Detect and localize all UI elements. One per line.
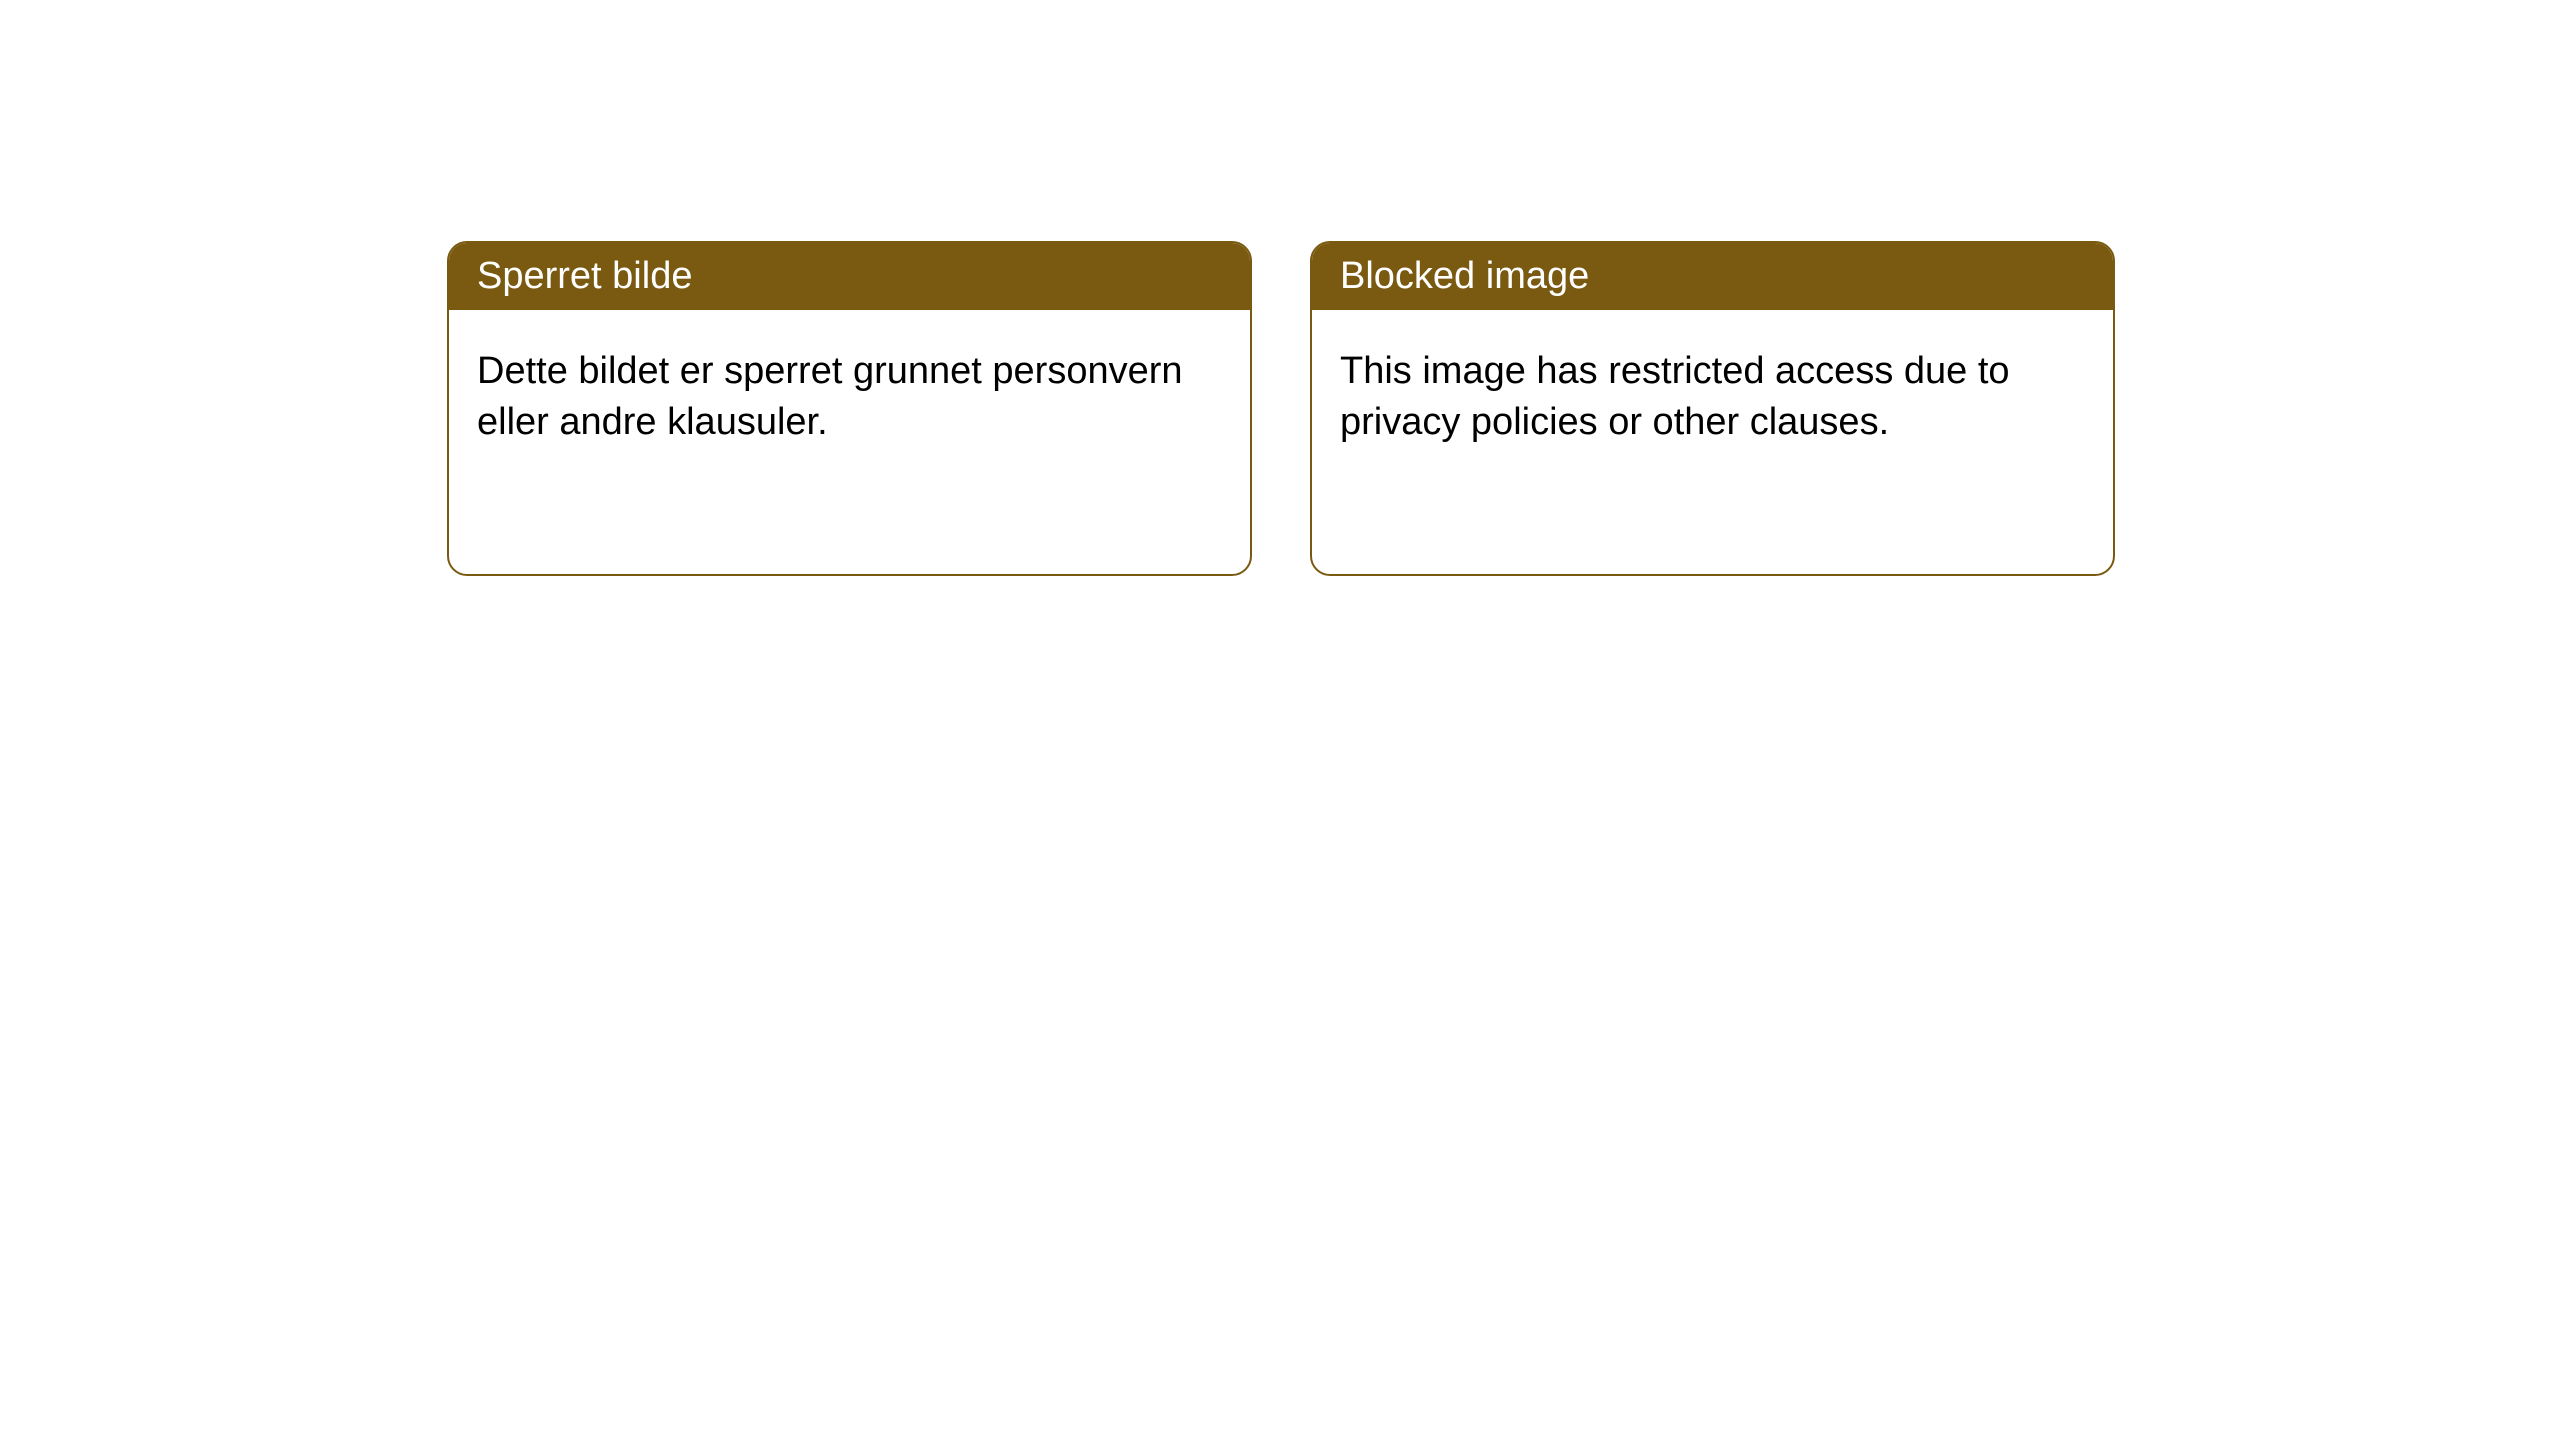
card-header: Sperret bilde [449, 243, 1250, 310]
card-body-text: Dette bildet er sperret grunnet personve… [477, 350, 1183, 443]
card-body-text: This image has restricted access due to … [1340, 350, 2010, 443]
blocked-image-card-en: Blocked image This image has restricted … [1310, 241, 2115, 576]
card-title: Sperret bilde [477, 255, 692, 297]
card-body: This image has restricted access due to … [1312, 310, 2113, 485]
card-body: Dette bildet er sperret grunnet personve… [449, 310, 1250, 485]
card-title: Blocked image [1340, 255, 1589, 297]
blocked-image-card-no: Sperret bilde Dette bildet er sperret gr… [447, 241, 1252, 576]
notice-container: Sperret bilde Dette bildet er sperret gr… [0, 0, 2560, 576]
card-header: Blocked image [1312, 243, 2113, 310]
